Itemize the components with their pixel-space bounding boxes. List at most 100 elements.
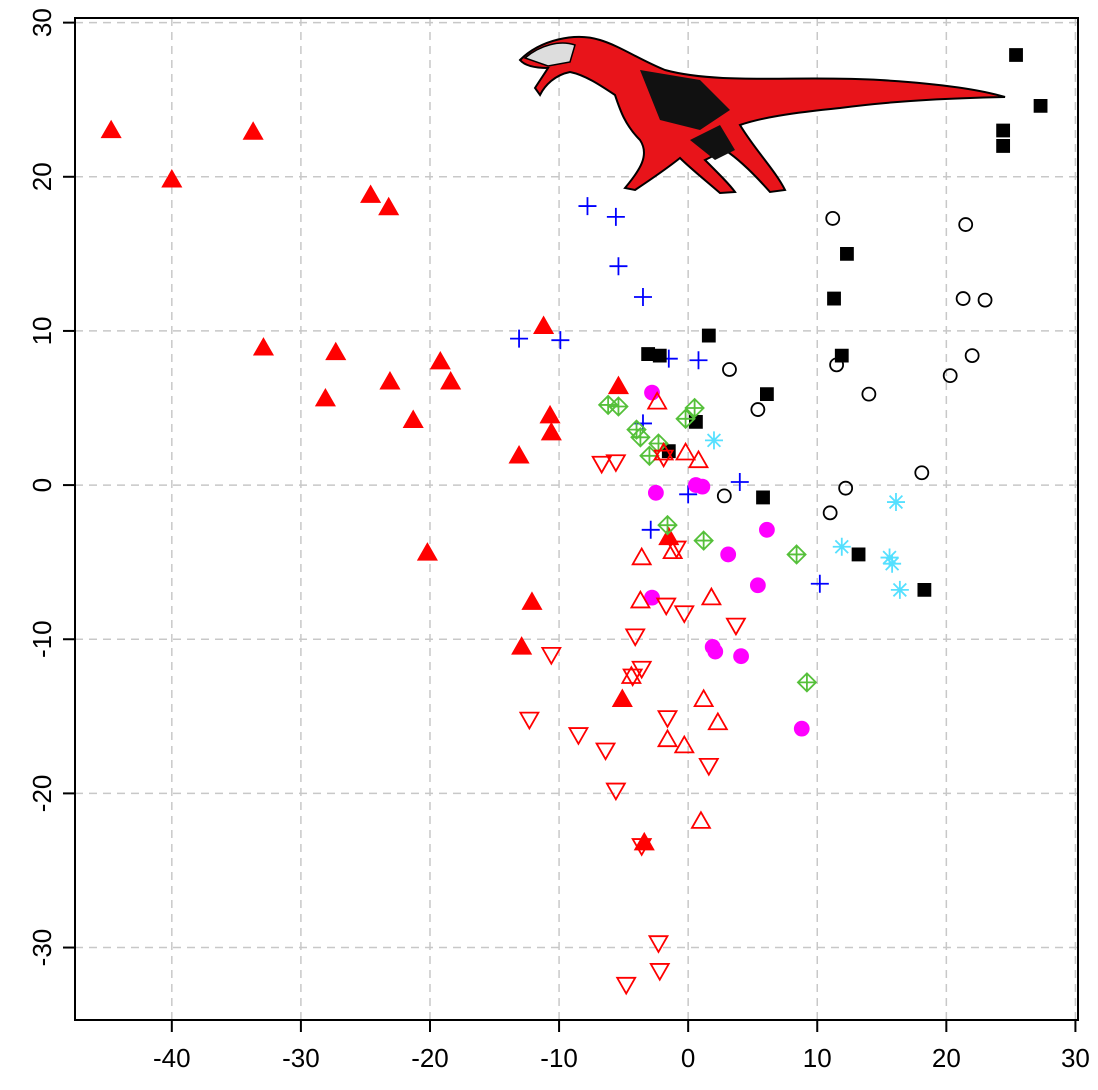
- point: [416, 542, 438, 561]
- point: [832, 537, 851, 556]
- point: [649, 963, 671, 982]
- point: [611, 688, 633, 708]
- point: [955, 291, 971, 306]
- point: [917, 583, 932, 597]
- point: [641, 520, 660, 539]
- point: [665, 540, 688, 560]
- dinosaur-skeleton: [640, 70, 735, 160]
- point: [690, 810, 712, 829]
- point: [883, 554, 902, 573]
- point: [605, 782, 627, 802]
- point: [914, 465, 930, 481]
- point: [252, 337, 275, 356]
- x-tick-label: 0: [681, 1043, 695, 1073]
- x-tick-label: -20: [411, 1043, 449, 1073]
- point: [829, 357, 845, 373]
- point: [518, 711, 540, 731]
- point: [1033, 98, 1048, 113]
- point: [606, 207, 625, 226]
- point: [977, 292, 993, 308]
- point: [646, 391, 668, 410]
- point: [675, 441, 697, 461]
- point: [242, 121, 264, 140]
- point: [822, 505, 838, 521]
- point: [693, 530, 714, 551]
- point: [720, 546, 737, 563]
- point: [378, 196, 400, 216]
- point: [521, 591, 543, 610]
- point: [662, 540, 684, 560]
- point: [886, 493, 905, 512]
- point: [402, 409, 424, 428]
- x-tick-label: -40: [153, 1043, 191, 1073]
- point: [796, 672, 818, 693]
- point: [429, 350, 451, 370]
- point: [942, 368, 958, 384]
- point: [440, 370, 462, 390]
- point: [793, 720, 810, 737]
- y-tick-label: -20: [27, 775, 57, 813]
- point: [673, 734, 695, 754]
- point: [786, 544, 807, 565]
- point: [707, 711, 729, 731]
- point: [605, 454, 627, 473]
- point: [756, 490, 770, 505]
- point: [578, 197, 597, 216]
- y-tick-label: -10: [27, 620, 57, 658]
- point: [631, 838, 653, 857]
- point: [591, 455, 613, 475]
- point: [607, 375, 630, 395]
- point: [694, 478, 711, 495]
- point: [633, 288, 652, 307]
- point: [539, 404, 561, 424]
- y-tick-label: 20: [27, 162, 57, 191]
- point: [540, 421, 562, 441]
- point: [615, 976, 637, 996]
- dinosaur-illustration: [518, 36, 1006, 195]
- point: [689, 351, 708, 370]
- point: [379, 370, 401, 390]
- plot-frame: [74, 17, 1079, 1021]
- point: [631, 546, 653, 566]
- x-tick-label: -10: [540, 1043, 578, 1073]
- point: [652, 348, 667, 363]
- point: [647, 935, 670, 954]
- point: [594, 742, 617, 762]
- point: [511, 636, 533, 655]
- point: [704, 431, 723, 450]
- point: [567, 727, 589, 746]
- point: [693, 688, 715, 708]
- point: [630, 427, 651, 448]
- point: [629, 589, 651, 609]
- point: [656, 710, 679, 729]
- point: [958, 217, 974, 232]
- point: [508, 444, 530, 464]
- point: [890, 580, 909, 599]
- point: [314, 387, 336, 407]
- point: [716, 488, 732, 504]
- point: [655, 597, 677, 617]
- point: [759, 521, 775, 538]
- grid: [75, 18, 1078, 1020]
- point: [838, 480, 854, 496]
- point: [510, 329, 529, 348]
- point: [622, 668, 644, 688]
- point: [725, 617, 747, 637]
- point: [657, 514, 678, 536]
- point: [810, 574, 829, 593]
- y-tick-label: 10: [27, 316, 57, 345]
- point: [851, 547, 866, 562]
- point: [722, 362, 737, 377]
- point: [733, 648, 749, 665]
- point: [707, 643, 724, 660]
- dinosaur-body: [518, 36, 1006, 195]
- point: [533, 315, 555, 334]
- x-tick-label: -30: [282, 1043, 320, 1073]
- x-tick-label: 20: [932, 1043, 961, 1073]
- point: [700, 586, 722, 606]
- point: [840, 246, 854, 261]
- dinosaur-skull: [523, 42, 576, 67]
- point: [684, 397, 705, 419]
- point: [551, 331, 570, 350]
